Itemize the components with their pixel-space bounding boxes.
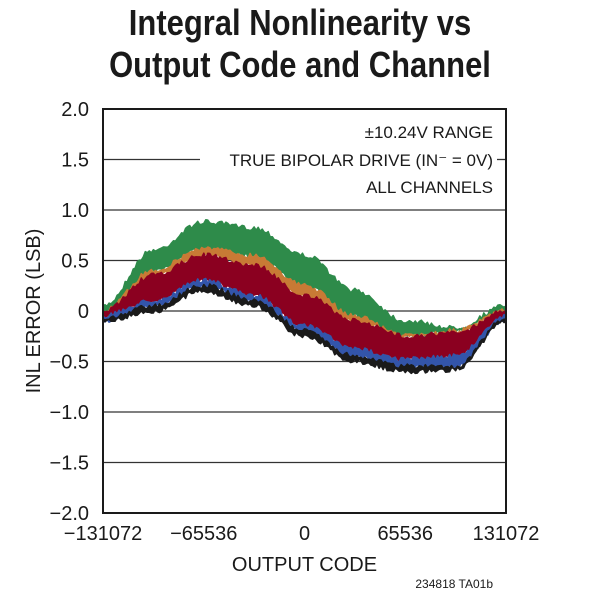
x-tick-label: 0 — [299, 523, 310, 545]
annotation-line: ALL CHANNELS — [366, 178, 493, 197]
x-tick-label: 65536 — [377, 523, 433, 545]
y-tick-label: −1.0 — [50, 402, 89, 424]
y-tick-label: 2.0 — [61, 99, 89, 121]
y-tick-labels: 2.0 1.5 1.0 0.5 0 −0.5 −1.0 −1.5 −2.0 — [50, 99, 89, 525]
annotation-line: TRUE BIPOLAR DRIVE (IN⁻ = 0V) — [229, 151, 493, 170]
chart-title-line-2: Output Code and Channel — [109, 44, 491, 85]
y-tick-label: 0 — [78, 301, 89, 323]
inl-bands — [102, 218, 507, 375]
chart-title: Integral Nonlinearity vs Output Code and… — [42, 2, 558, 86]
y-tick-label: 1.0 — [61, 200, 89, 222]
x-tick-label: −65536 — [170, 523, 237, 545]
plot-frame — [102, 108, 507, 514]
x-tick-labels: −131072 −65536 0 65536 131072 — [64, 523, 540, 545]
annotation-line: ±10.24V RANGE — [365, 123, 493, 142]
x-axis-label: OUTPUT CODE — [232, 554, 377, 576]
y-tick-label: 0.5 — [61, 251, 89, 273]
x-tick-label: 131072 — [473, 523, 540, 545]
y-tick-label: −1.5 — [50, 453, 89, 475]
y-tick-label: 1.5 — [61, 150, 89, 172]
figure-note: 234818 TA01b — [415, 577, 493, 591]
y-tick-label: −0.5 — [50, 352, 89, 374]
annotations: ±10.24V RANGE TRUE BIPOLAR DRIVE (IN⁻ = 0… — [229, 123, 493, 197]
chart-title-line-1: Integral Nonlinearity vs — [128, 2, 472, 43]
grid-lines — [103, 158, 506, 464]
y-axis-label: INL ERROR (LSB) — [23, 229, 45, 394]
x-tick-label: −131072 — [64, 523, 142, 545]
y-tick-label: −2.0 — [50, 503, 89, 525]
